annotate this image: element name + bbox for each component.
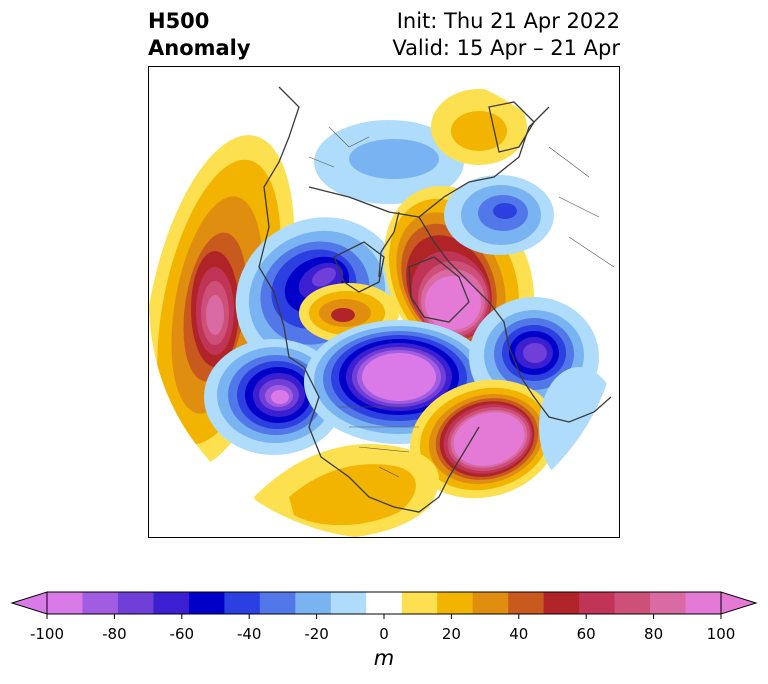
colorbar-bin: [224, 592, 261, 614]
colorbar-bin: [82, 592, 119, 614]
colorbar-bin: [401, 592, 438, 614]
colorbar-bin: [47, 592, 83, 614]
colorbar-under-arrow: [10, 591, 48, 615]
anomaly-contours: [149, 89, 619, 537]
colorbar-bin: [508, 592, 545, 614]
colorbar-over-arrow: [720, 591, 758, 615]
colorbar-bin: [614, 592, 651, 614]
colorbar-bin: [650, 592, 687, 614]
colorbar-unit: m: [373, 646, 395, 670]
anomaly-center-n-atlantic: [410, 379, 558, 499]
anomaly-center-scandinavia: [444, 175, 554, 255]
colorbar-bin: [579, 592, 616, 614]
colorbar-bin: [543, 592, 580, 614]
anomaly-map: [148, 66, 620, 538]
colorbar-bin: [472, 592, 509, 614]
colorbar-bin: [153, 592, 190, 614]
coastlines: [258, 86, 612, 513]
colorbar-bin: [117, 592, 154, 614]
init-date: Init: Thu 21 Apr 2022: [396, 9, 620, 33]
colorbar-bin: [685, 592, 722, 614]
colorbar-bin: [259, 592, 296, 614]
colorbar-bin: [366, 592, 403, 614]
map-title-right: Init: Thu 21 Apr 2022 Valid: 15 Apr – 21…: [392, 8, 620, 62]
borders: [308, 126, 615, 478]
title-field: Anomaly: [148, 36, 251, 60]
title-variable: H500: [148, 9, 210, 33]
anomaly-center-united-states: [254, 444, 439, 537]
colorbar-bin: [295, 592, 332, 614]
colorbar-tick-label: -80: [102, 625, 127, 643]
colorbar-svg: [10, 591, 758, 619]
colorbar-tick-label: 20: [441, 625, 461, 643]
colorbar-tick-label: -20: [304, 625, 329, 643]
colorbar-bin: [188, 592, 225, 614]
colorbar-bin: [330, 592, 367, 614]
valid-range: Valid: 15 Apr – 21 Apr: [392, 36, 620, 60]
colorbar-tick-label: -100: [29, 625, 65, 643]
colorbar-tick-label: 0: [379, 625, 389, 643]
map-title-left: H500 Anomaly: [148, 8, 251, 62]
colorbar-tick-label: 60: [576, 625, 596, 643]
colorbar-tick-label: -60: [169, 625, 195, 643]
anomaly-map-svg: [149, 86, 619, 537]
colorbar-bin: [437, 592, 474, 614]
colorbar-tick-label: 100: [706, 625, 736, 643]
anomaly-center-w-siberia: [431, 89, 527, 165]
colorbar: -100 -80 -60 -40 -20 0 20 40 60 80 100 m: [0, 580, 768, 684]
colorbar-tick-label: 40: [509, 625, 529, 643]
colorbar-tick-label: 80: [644, 625, 664, 643]
colorbar-tick-label: -40: [236, 625, 262, 643]
